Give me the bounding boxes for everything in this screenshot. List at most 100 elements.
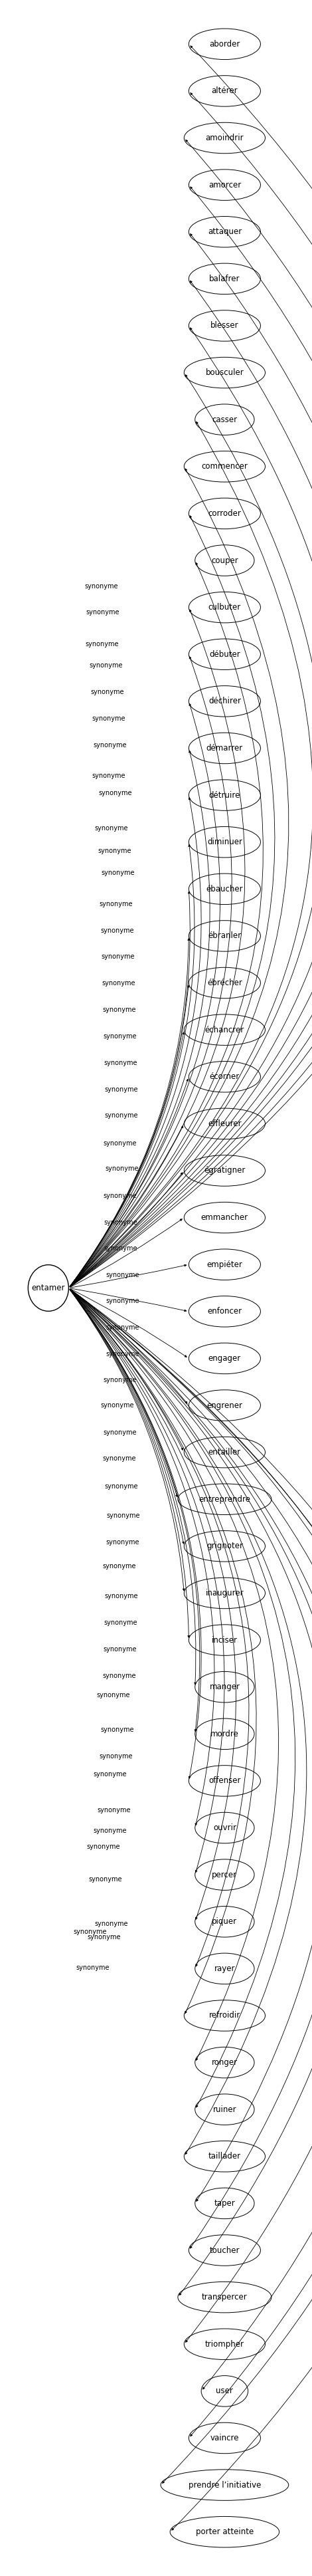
Text: triompher: triompher — [205, 2339, 244, 2349]
Text: synonyme: synonyme — [104, 1087, 138, 1092]
FancyArrowPatch shape — [70, 1288, 312, 2202]
Text: blesser: blesser — [211, 322, 239, 330]
FancyArrowPatch shape — [70, 562, 263, 1285]
FancyArrowPatch shape — [70, 1288, 312, 2342]
FancyArrowPatch shape — [70, 374, 312, 1288]
Text: débuter: débuter — [209, 649, 240, 659]
Text: altérer: altérer — [212, 88, 238, 95]
FancyArrowPatch shape — [70, 611, 245, 1285]
FancyArrowPatch shape — [70, 1291, 214, 1826]
Text: synonyme: synonyme — [106, 1324, 139, 1332]
FancyArrowPatch shape — [70, 188, 312, 1288]
FancyArrowPatch shape — [70, 657, 232, 1285]
Text: synonyme: synonyme — [106, 1512, 140, 1520]
FancyArrowPatch shape — [71, 1288, 186, 1311]
FancyArrowPatch shape — [70, 1291, 249, 1965]
Text: commencer: commencer — [202, 461, 248, 471]
Text: synonyme: synonyme — [104, 1059, 137, 1066]
Text: synonyme: synonyme — [93, 1770, 127, 1777]
Text: refroidir: refroidir — [209, 2012, 240, 2020]
Text: transpercer: transpercer — [202, 2293, 247, 2300]
Text: prendre l’initiative: prendre l’initiative — [188, 2481, 261, 2488]
Text: aborder: aborder — [209, 39, 240, 49]
FancyArrowPatch shape — [70, 1291, 236, 1919]
Text: synonyme: synonyme — [105, 1113, 138, 1118]
FancyArrowPatch shape — [70, 1033, 184, 1285]
FancyArrowPatch shape — [70, 469, 289, 1285]
Text: synonyme: synonyme — [98, 848, 131, 855]
FancyArrowPatch shape — [70, 987, 189, 1285]
Text: synonyme: synonyme — [73, 1929, 107, 1935]
Text: synonyme: synonyme — [88, 1875, 122, 1883]
FancyArrowPatch shape — [70, 845, 194, 1285]
Text: taillader: taillader — [208, 2151, 241, 2161]
FancyArrowPatch shape — [70, 1288, 187, 1358]
FancyArrowPatch shape — [70, 422, 312, 1288]
Text: bousculer: bousculer — [206, 368, 244, 376]
Text: synonyme: synonyme — [100, 927, 134, 933]
Text: inaugurer: inaugurer — [206, 1589, 244, 1597]
Text: entamer: entamer — [32, 1283, 65, 1293]
FancyArrowPatch shape — [70, 1288, 312, 2388]
Text: engrener: engrener — [207, 1401, 242, 1409]
FancyArrowPatch shape — [70, 1291, 201, 1777]
FancyArrowPatch shape — [70, 93, 312, 1288]
Text: attaquer: attaquer — [207, 227, 242, 237]
Text: synonyme: synonyme — [100, 1401, 134, 1409]
FancyArrowPatch shape — [70, 281, 312, 1288]
FancyArrowPatch shape — [70, 1288, 312, 2530]
Text: synonyme: synonyme — [84, 582, 118, 590]
FancyArrowPatch shape — [70, 1288, 312, 2249]
FancyArrowPatch shape — [70, 1291, 178, 1497]
Text: engager: engager — [208, 1355, 241, 1363]
Text: synonyme: synonyme — [100, 902, 133, 907]
Text: casser: casser — [212, 415, 237, 425]
Text: synonyme: synonyme — [76, 1965, 110, 1971]
FancyArrowPatch shape — [70, 1126, 183, 1285]
FancyArrowPatch shape — [70, 1288, 312, 2295]
FancyArrowPatch shape — [70, 1288, 312, 2483]
Text: synonyme: synonyme — [90, 688, 124, 696]
Text: synonyme: synonyme — [104, 1193, 137, 1200]
FancyArrowPatch shape — [70, 891, 190, 1285]
FancyArrowPatch shape — [70, 1291, 190, 1638]
FancyArrowPatch shape — [70, 1291, 256, 2014]
FancyArrowPatch shape — [70, 1288, 295, 2107]
Text: synonyme: synonyme — [106, 1350, 139, 1358]
Text: synonyme: synonyme — [102, 979, 135, 987]
Text: synonyme: synonyme — [92, 716, 125, 721]
Text: taper: taper — [214, 2200, 235, 2208]
Text: synonyme: synonyme — [99, 1754, 133, 1759]
Text: entailler: entailler — [208, 1448, 241, 1455]
Text: synonyme: synonyme — [85, 641, 119, 647]
FancyArrowPatch shape — [70, 1291, 200, 1731]
Text: synonyme: synonyme — [103, 1646, 137, 1654]
Text: porter atteinte: porter atteinte — [196, 2527, 254, 2537]
Text: empiéter: empiéter — [207, 1260, 242, 1270]
Text: synonyme: synonyme — [104, 1484, 138, 1489]
Text: inciser: inciser — [212, 1636, 237, 1643]
FancyArrowPatch shape — [70, 1291, 183, 1450]
Text: synonyme: synonyme — [102, 1672, 136, 1680]
FancyArrowPatch shape — [70, 46, 312, 1288]
Text: synonyme: synonyme — [93, 1829, 127, 1834]
Text: amoindrir: amoindrir — [206, 134, 244, 142]
Text: synonyme: synonyme — [96, 1692, 130, 1698]
Text: amorcer: amorcer — [208, 180, 241, 188]
Text: user: user — [216, 2388, 233, 2396]
FancyArrowPatch shape — [70, 234, 312, 1288]
Text: synonyme: synonyme — [101, 871, 135, 876]
Text: vaincre: vaincre — [210, 2434, 239, 2442]
Text: percer: percer — [212, 1870, 237, 1878]
FancyArrowPatch shape — [70, 1291, 184, 1543]
Text: synonyme: synonyme — [100, 1726, 134, 1734]
Text: écorner: écorner — [210, 1072, 240, 1082]
Text: synonyme: synonyme — [89, 662, 123, 670]
Text: synonyme: synonyme — [105, 1592, 138, 1600]
Text: diminuer: diminuer — [207, 837, 242, 848]
FancyArrowPatch shape — [70, 139, 312, 1288]
Text: synonyme: synonyme — [92, 773, 126, 778]
Text: mordre: mordre — [210, 1728, 239, 1739]
Text: détruire: détruire — [209, 791, 240, 799]
FancyArrowPatch shape — [70, 1288, 187, 1404]
